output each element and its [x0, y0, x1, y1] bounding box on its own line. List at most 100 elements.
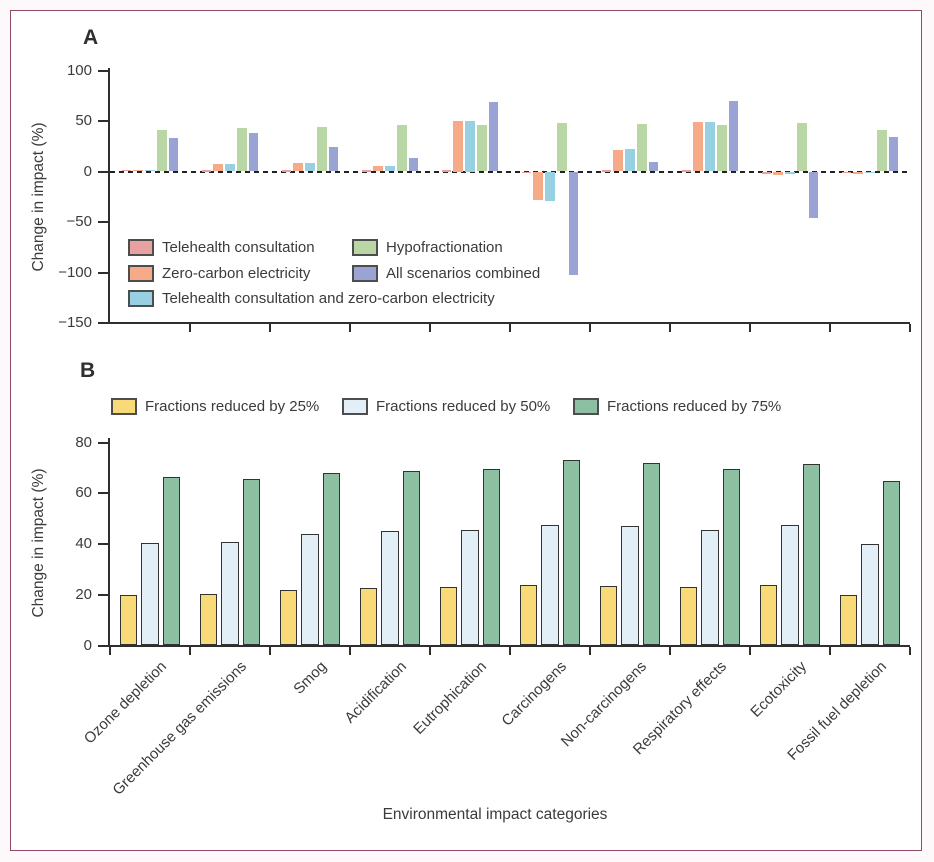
- bar: [865, 171, 875, 173]
- legend-item-telehealth-consultation: Telehealth consultation: [128, 239, 315, 256]
- legend-label: Fractions reduced by 25%: [145, 398, 320, 415]
- y-tick-label: −150: [58, 314, 92, 331]
- bar: [119, 594, 138, 646]
- bar: [545, 171, 555, 201]
- bar: [305, 163, 315, 172]
- bar: [248, 133, 259, 172]
- x-tick: [269, 324, 271, 332]
- y-tick: [98, 170, 108, 173]
- x-axis-title: Environmental impact categories: [382, 806, 608, 823]
- legend-label: Zero-carbon electricity: [162, 265, 311, 282]
- x-tick: [269, 646, 271, 655]
- bar: [533, 171, 543, 200]
- legend-swatch-fractions-reduced-25: [111, 398, 137, 415]
- bar: [802, 464, 821, 646]
- legend-swatch-zero-carbon-electricity: [128, 265, 154, 282]
- x-tick: [429, 646, 431, 655]
- y-tick: [98, 593, 108, 596]
- x-tick: [429, 324, 431, 332]
- legend-swatch-fractions-reduced-50: [342, 398, 368, 415]
- y-tick-label: 20: [75, 585, 92, 603]
- bar: [625, 149, 635, 172]
- bar: [599, 585, 618, 646]
- bar: [701, 530, 719, 646]
- legend-swatch-all-scenarios-combined: [352, 265, 378, 282]
- y-tick: [98, 441, 108, 444]
- bar: [877, 130, 887, 172]
- bar: [461, 530, 479, 646]
- bar: [293, 163, 303, 172]
- bar: [141, 542, 159, 646]
- legend-swatch-hypofractionation: [352, 239, 378, 256]
- bar: [482, 469, 501, 646]
- legend-label: Telehealth consultation and zero-carbon …: [162, 290, 495, 307]
- y-tick-label: 60: [75, 484, 92, 502]
- x-tick: [349, 646, 351, 655]
- y-tick-label: −50: [66, 213, 92, 230]
- y-tick-label: −100: [58, 263, 92, 281]
- bar: [317, 127, 327, 172]
- bar: [797, 123, 807, 172]
- bar: [168, 138, 179, 172]
- bar: [642, 462, 661, 646]
- bar: [705, 122, 715, 172]
- bar: [521, 171, 532, 173]
- x-tick: [909, 324, 911, 332]
- panel-b-label: B: [80, 359, 96, 382]
- bar: [322, 473, 341, 646]
- legend-item-hypofractionation: Hypofractionation: [352, 239, 503, 256]
- x-tick: [589, 646, 591, 655]
- bar: [808, 171, 819, 218]
- x-tick: [909, 646, 911, 655]
- bar: [773, 171, 783, 175]
- bar: [839, 594, 858, 646]
- legend-item-fractions-reduced-50: Fractions reduced by 50%: [342, 398, 550, 415]
- bar: [853, 171, 863, 174]
- legend-swatch-fractions-reduced-75: [573, 398, 599, 415]
- legend-item-all-scenarios-combined: All scenarios combined: [352, 265, 540, 282]
- bar: [145, 169, 155, 172]
- bar: [841, 171, 852, 173]
- x-axis-line: [108, 322, 910, 324]
- y-tick-label: 0: [83, 636, 92, 654]
- bar: [722, 469, 741, 646]
- bar: [373, 166, 383, 172]
- y-tick-label: 50: [75, 112, 92, 129]
- x-tick: [189, 646, 191, 655]
- x-axis-line: [108, 644, 910, 647]
- y-tick: [98, 69, 108, 72]
- bar: [681, 170, 692, 172]
- legend-item-zero-carbon-electricity: Zero-carbon electricity: [128, 265, 310, 282]
- bar: [728, 100, 739, 172]
- y-tick: [98, 271, 108, 274]
- bar: [888, 137, 899, 172]
- panel-a-y-axis-title: Change in impact (%): [30, 122, 47, 272]
- x-tick: [509, 324, 511, 332]
- bar: [441, 170, 452, 172]
- y-tick: [98, 644, 108, 647]
- bar: [562, 460, 581, 646]
- bar: [465, 121, 475, 172]
- bar: [361, 170, 372, 172]
- x-tick: [509, 646, 511, 655]
- y-tick: [98, 120, 108, 122]
- legend-label: Fractions reduced by 75%: [607, 398, 782, 415]
- x-tick: [669, 646, 671, 655]
- bar: [861, 544, 879, 646]
- y-tick: [98, 543, 108, 546]
- x-tick: [829, 646, 831, 655]
- bar: [488, 101, 499, 172]
- bar: [519, 584, 538, 646]
- bar: [157, 130, 167, 172]
- y-tick-label: 0: [83, 162, 92, 180]
- x-tick: [109, 646, 111, 655]
- bar: [648, 162, 659, 172]
- legend-label: Telehealth consultation: [162, 239, 315, 256]
- bar: [439, 587, 458, 646]
- bar: [785, 171, 795, 174]
- bar: [201, 170, 212, 172]
- bar: [613, 150, 623, 172]
- y-tick-label: 40: [75, 535, 92, 553]
- bar: [453, 121, 463, 172]
